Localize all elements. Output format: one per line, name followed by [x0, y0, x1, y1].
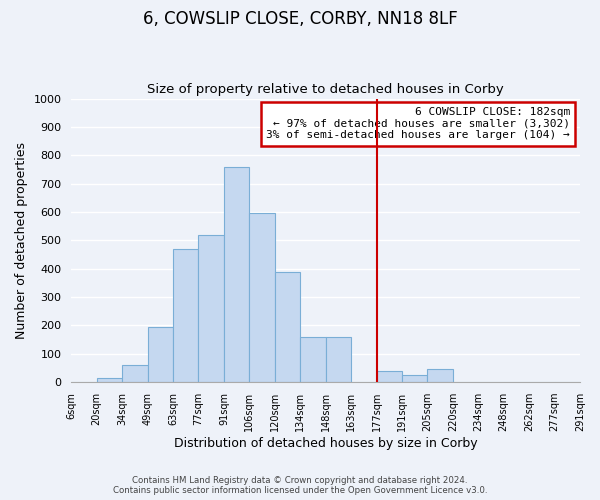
- Bar: [148, 327, 173, 382]
- X-axis label: Distribution of detached houses by size in Corby: Distribution of detached houses by size …: [174, 437, 478, 450]
- Bar: [377, 371, 402, 382]
- Bar: [224, 168, 250, 382]
- Bar: [199, 236, 224, 382]
- Bar: [402, 375, 427, 382]
- Bar: [122, 364, 148, 382]
- Bar: [97, 378, 122, 382]
- Bar: [275, 272, 300, 382]
- Y-axis label: Number of detached properties: Number of detached properties: [15, 142, 28, 339]
- Text: 6 COWSLIP CLOSE: 182sqm
← 97% of detached houses are smaller (3,302)
3% of semi-: 6 COWSLIP CLOSE: 182sqm ← 97% of detache…: [266, 107, 570, 140]
- Bar: [250, 213, 275, 382]
- Bar: [427, 370, 453, 382]
- Text: 6, COWSLIP CLOSE, CORBY, NN18 8LF: 6, COWSLIP CLOSE, CORBY, NN18 8LF: [143, 10, 457, 28]
- Title: Size of property relative to detached houses in Corby: Size of property relative to detached ho…: [147, 83, 504, 96]
- Text: Contains HM Land Registry data © Crown copyright and database right 2024.
Contai: Contains HM Land Registry data © Crown c…: [113, 476, 487, 495]
- Bar: [326, 337, 351, 382]
- Bar: [173, 249, 199, 382]
- Bar: [300, 337, 326, 382]
